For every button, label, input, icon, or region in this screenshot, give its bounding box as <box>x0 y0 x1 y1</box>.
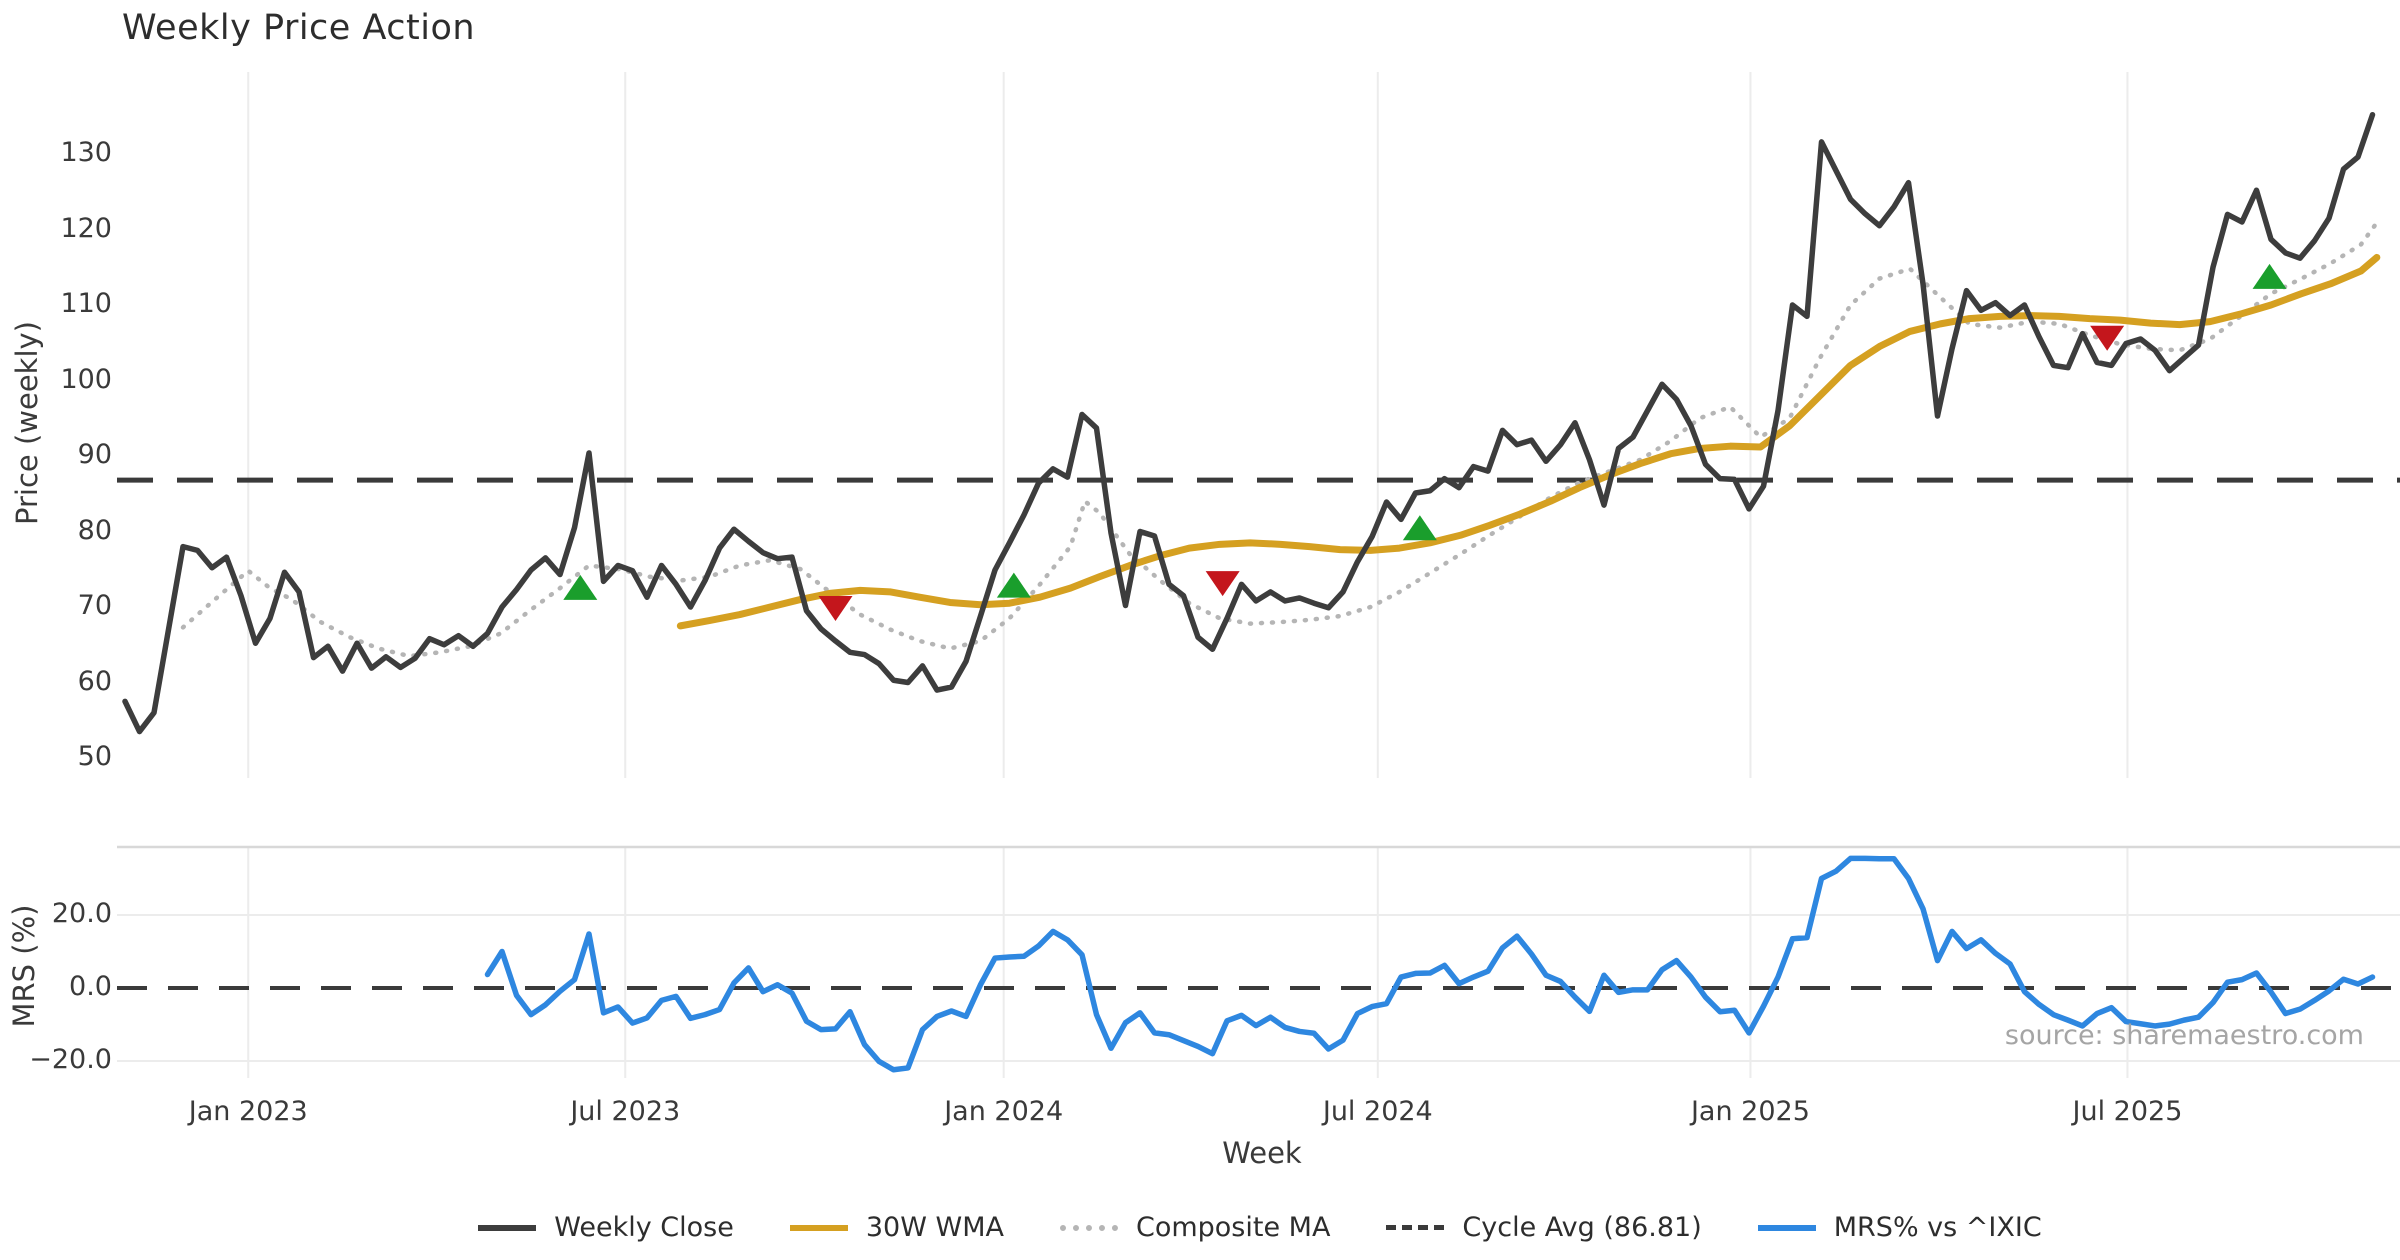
mrs-tick-label: 0.0 <box>69 971 112 1002</box>
source-caption: source: sharemaestro.com <box>2004 1020 2364 1051</box>
legend-item: Weekly Close <box>478 1212 734 1243</box>
legend-swatch-dotted-icon <box>1059 1224 1118 1231</box>
x-tick-label: Jul 2024 <box>1322 1096 1433 1127</box>
legend-item: Composite MA <box>1059 1212 1331 1243</box>
legend-item: 30W WMA <box>789 1212 1004 1243</box>
sell-signal-marker <box>818 596 853 621</box>
buy-signal-marker <box>2252 263 2287 289</box>
buy-signal-marker <box>563 574 598 600</box>
legend-item: Cycle Avg (86.81) <box>1386 1212 1702 1243</box>
buy-signal-marker <box>1402 515 1437 541</box>
chart-title: Weekly Price Action <box>122 8 476 48</box>
legend-swatch-solid-icon <box>478 1224 537 1231</box>
price-tick-label: 130 <box>60 137 112 168</box>
x-tick-label: Jan 2025 <box>1690 1096 1810 1127</box>
legend-label: Weekly Close <box>554 1212 734 1243</box>
sell-signal-marker <box>2090 325 2125 351</box>
legend-item: MRS% vs ^IXIC <box>1757 1212 2042 1243</box>
price-tick-label: 80 <box>77 514 112 546</box>
price-tick-label: 70 <box>77 590 112 621</box>
price-tick-label: 110 <box>60 288 112 319</box>
legend-label: Cycle Avg (86.81) <box>1462 1212 1702 1243</box>
legend: Weekly Close 30W WMA Composite MA Cycle Avg… <box>120 1212 2400 1243</box>
mrs-tick-label: 20.0 <box>51 898 112 929</box>
x-tick-label: Jan 2023 <box>188 1096 308 1127</box>
mrs-tick-label: −20.0 <box>29 1044 112 1075</box>
mrs-line <box>484 855 2376 1073</box>
price-tick-label: 120 <box>60 212 112 244</box>
x-tick-label: Jan 2024 <box>944 1096 1064 1127</box>
buy-signal-marker <box>996 572 1031 598</box>
legend-swatch-solid-icon <box>1757 1224 1816 1231</box>
legend-swatch-solid-icon <box>789 1224 848 1231</box>
sell-signal-marker <box>1205 571 1240 597</box>
x-tick-label: Jul 2023 <box>570 1096 681 1127</box>
legend-label: Composite MA <box>1135 1212 1331 1243</box>
price-tick-label: 50 <box>77 741 112 772</box>
legend-label: MRS% vs ^IXIC <box>1833 1212 2042 1243</box>
legend-label: 30W WMA <box>865 1212 1004 1243</box>
weekly-close-line <box>122 111 2376 735</box>
wma-line <box>676 253 2381 630</box>
price-tick-label: 100 <box>60 363 112 395</box>
week-axis-label: Week <box>1222 1136 1302 1170</box>
mrs-axis-label: MRS (%) <box>7 904 41 1028</box>
legend-swatch-dashed-icon <box>1386 1225 1445 1230</box>
price-tick-label: 90 <box>77 439 112 470</box>
x-tick-label: Jul 2025 <box>2072 1096 2183 1127</box>
price-tick-label: 60 <box>77 665 112 697</box>
